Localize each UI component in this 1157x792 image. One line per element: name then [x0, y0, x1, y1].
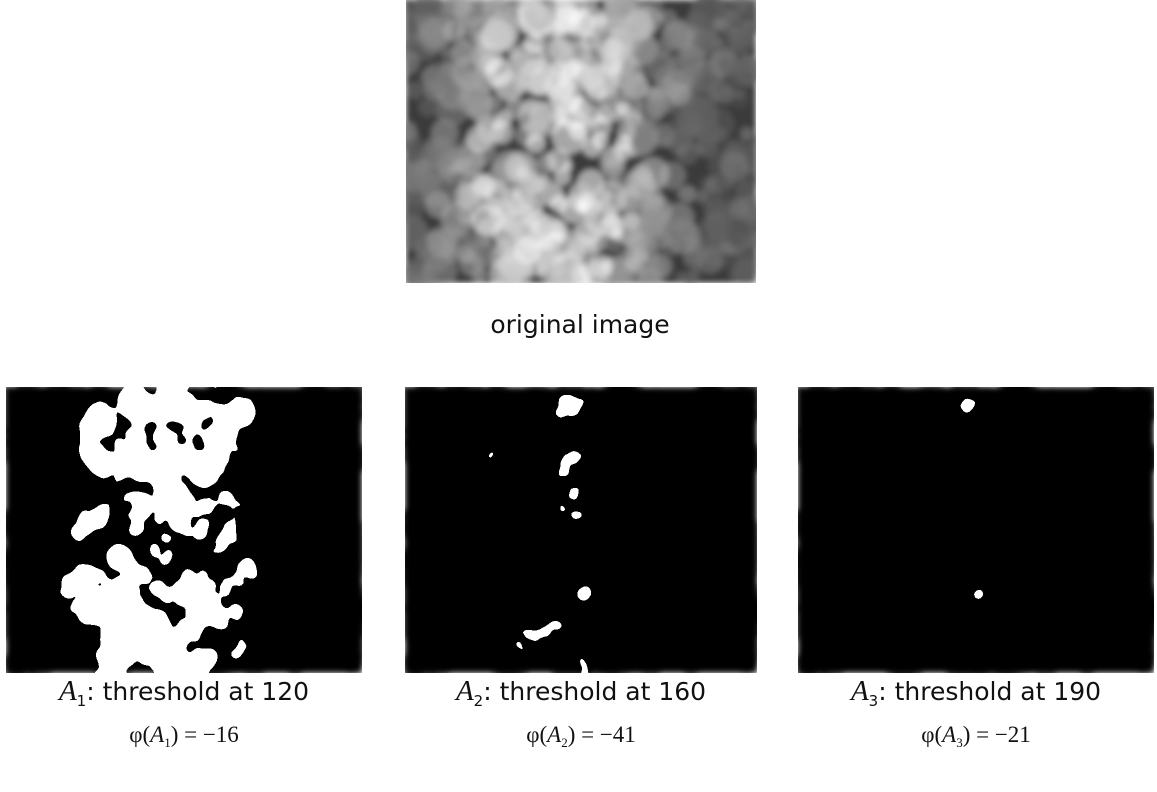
original-image	[390, 0, 769, 296]
original-field	[390, 0, 769, 296]
set-index: 3	[869, 692, 879, 710]
caption-text: : threshold at 160	[483, 677, 706, 706]
binary-field	[0, 371, 375, 686]
set-symbol: A	[545, 722, 562, 747]
threshold-image	[781, 371, 1157, 686]
formula-prefix: φ(	[921, 722, 942, 747]
original-caption: original image	[490, 310, 669, 339]
panel-caption: A2: threshold at 160	[454, 675, 706, 710]
formula-suffix: ) = −21	[963, 722, 1031, 747]
formula-prefix: φ(	[129, 722, 150, 747]
set-symbol: A	[454, 675, 474, 707]
formula-prefix: φ(	[526, 722, 547, 747]
panel-caption: A1: threshold at 120	[57, 675, 309, 710]
panel-caption: A3: threshold at 190	[849, 675, 1101, 710]
caption-text: : threshold at 190	[878, 677, 1101, 706]
formula-suffix: ) = −16	[171, 722, 239, 747]
set-symbol: A	[57, 675, 77, 707]
formula-suffix: ) = −41	[568, 722, 636, 747]
binary-field	[389, 371, 770, 686]
panel-formula: φ(A1) = −16	[129, 722, 239, 750]
set-symbol: A	[940, 722, 957, 747]
set-index: 2	[474, 692, 484, 710]
panel-formula: φ(A2) = −41	[526, 722, 636, 750]
figure: original image A1: threshold at 120φ(A1)…	[0, 0, 1157, 787]
set-index: 1	[77, 692, 87, 710]
set-symbol: A	[148, 722, 165, 747]
caption-text: : threshold at 120	[86, 677, 309, 706]
threshold-image	[0, 371, 375, 686]
panel-formula: φ(A3) = −21	[921, 722, 1031, 750]
set-symbol: A	[849, 675, 869, 707]
binary-field	[781, 371, 1157, 686]
threshold-image	[389, 371, 770, 686]
